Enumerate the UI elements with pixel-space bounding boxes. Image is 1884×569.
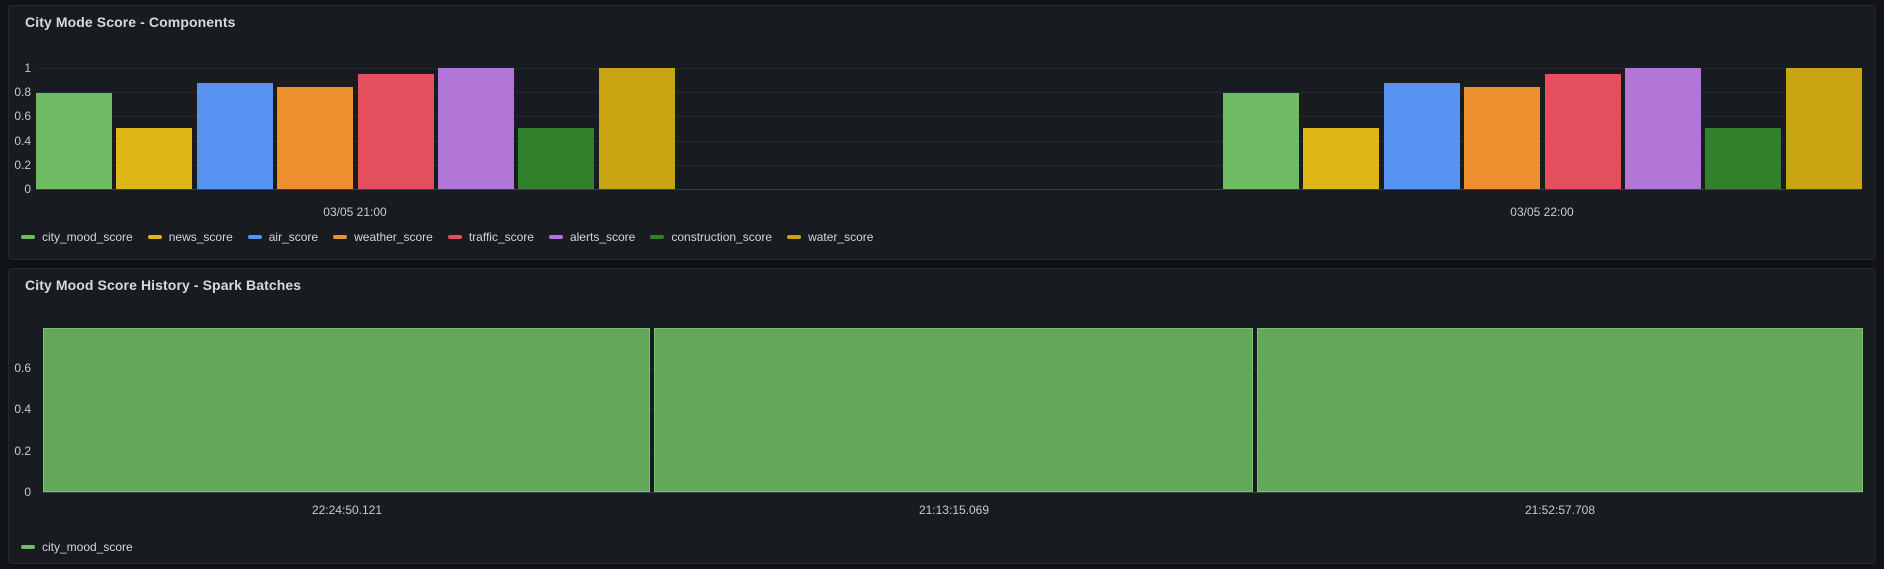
gridline — [36, 165, 1861, 166]
y-axis-tick-label: 0.8 — [14, 85, 31, 99]
legend-swatch — [147, 235, 162, 239]
x-axis-label: 03/05 22:00 — [1510, 205, 1574, 219]
legend-swatch — [447, 235, 462, 239]
legend-label: traffic_score — [468, 230, 534, 244]
legend-swatch — [21, 545, 35, 549]
y-axis-tick-label: 0.6 — [14, 109, 31, 123]
bar-air_score[interactable] — [197, 83, 273, 189]
legend-item-weather_score[interactable]: weather_score — [333, 230, 433, 244]
panel-title-history[interactable]: City Mood Score History - Spark Batches — [25, 277, 302, 293]
bar-traffic_score[interactable] — [1545, 74, 1621, 189]
gridline — [36, 92, 1861, 93]
legend-label: city_mood_score — [42, 540, 133, 554]
y-axis-tick-label: 0.4 — [14, 402, 31, 416]
bar-city_mood_score[interactable] — [1257, 328, 1863, 492]
legend-label: news_score — [168, 230, 233, 244]
legend-item-city_mood_score[interactable]: city_mood_score — [21, 230, 133, 244]
legend-swatch — [787, 235, 802, 239]
panel-city-mode-score-components: City Mode Score - Components 0 0.2 0.4 0.6 0… — [8, 5, 1876, 260]
gridline — [43, 492, 1863, 493]
bar-alerts_score[interactable] — [438, 68, 514, 189]
y-axis-tick-label: 0.4 — [14, 134, 31, 148]
bar-city_mood_score[interactable] — [654, 328, 1253, 492]
panel-city-mood-score-history: City Mood Score History - Spark Batches … — [8, 268, 1876, 564]
components-legend: city_mood_score news_score air_score weathe… — [21, 230, 873, 244]
legend-swatch — [333, 235, 348, 239]
legend-item-traffic_score[interactable]: traffic_score — [447, 230, 534, 244]
y-axis-tick-label: 0 — [24, 485, 31, 499]
legend-item-water_score[interactable]: water_score — [787, 230, 873, 244]
x-axis-label: 21:13:15.069 — [918, 503, 990, 517]
legend-swatch — [548, 235, 563, 239]
bar-news_score[interactable] — [1303, 128, 1379, 189]
history-bar-chart: 0 0.2 0.4 0.6 22:24:50.121 21:13:15.069 21:52:… — [9, 269, 1875, 563]
legend-swatch — [21, 235, 35, 239]
bar-city_mood_score[interactable] — [1223, 93, 1299, 189]
legend-label: city_mood_score — [42, 230, 133, 244]
history-legend: city_mood_score — [21, 540, 133, 554]
bar-air_score[interactable] — [1384, 83, 1460, 189]
bar-weather_score[interactable] — [277, 87, 353, 189]
bar-construction_score[interactable] — [1705, 128, 1781, 189]
x-axis-label: 22:24:50.121 — [311, 503, 383, 517]
bar-water_score[interactable] — [599, 68, 675, 189]
bar-city_mood_score[interactable] — [36, 93, 112, 189]
y-axis-tick-label: 0.2 — [14, 158, 31, 172]
legend-label: air_score — [268, 230, 319, 244]
legend-label: weather_score — [354, 230, 433, 244]
y-axis-tick-label: 1 — [24, 61, 31, 75]
bar-news_score[interactable] — [116, 128, 192, 189]
bar-traffic_score[interactable] — [358, 74, 434, 189]
x-axis-label: 03/05 21:00 — [323, 205, 387, 219]
legend-item-city_mood_score[interactable]: city_mood_score — [21, 540, 133, 554]
bar-water_score[interactable] — [1786, 68, 1862, 189]
legend-item-news_score[interactable]: news_score — [147, 230, 233, 244]
bar-construction_score[interactable] — [518, 128, 594, 189]
x-axis-label: 21:52:57.708 — [1524, 503, 1596, 517]
legend-swatch — [247, 235, 262, 239]
y-axis-tick-label: 0.2 — [14, 444, 31, 458]
legend-item-air_score[interactable]: air_score — [247, 230, 319, 244]
legend-label: water_score — [808, 230, 874, 244]
y-axis-tick-label: 0.6 — [14, 361, 31, 375]
y-axis-tick-label: 0 — [24, 182, 31, 196]
components-bar-chart: 0 0.2 0.4 0.6 0.8 1 03/05 21:00 03/05 22:00 — [9, 6, 1875, 259]
legend-label: construction_score — [671, 230, 773, 244]
legend-label: alerts_score — [569, 230, 636, 244]
gridline — [36, 189, 1861, 190]
panel-title-components[interactable]: City Mode Score - Components — [25, 14, 236, 30]
bar-weather_score[interactable] — [1464, 87, 1540, 189]
gridline — [36, 141, 1861, 142]
bar-city_mood_score[interactable] — [43, 328, 650, 492]
gridline — [36, 68, 1861, 69]
legend-item-construction_score[interactable]: construction_score — [650, 230, 772, 244]
gridline — [36, 116, 1861, 117]
bar-alerts_score[interactable] — [1625, 68, 1701, 189]
legend-swatch — [650, 235, 665, 239]
legend-item-alerts_score[interactable]: alerts_score — [548, 230, 636, 244]
